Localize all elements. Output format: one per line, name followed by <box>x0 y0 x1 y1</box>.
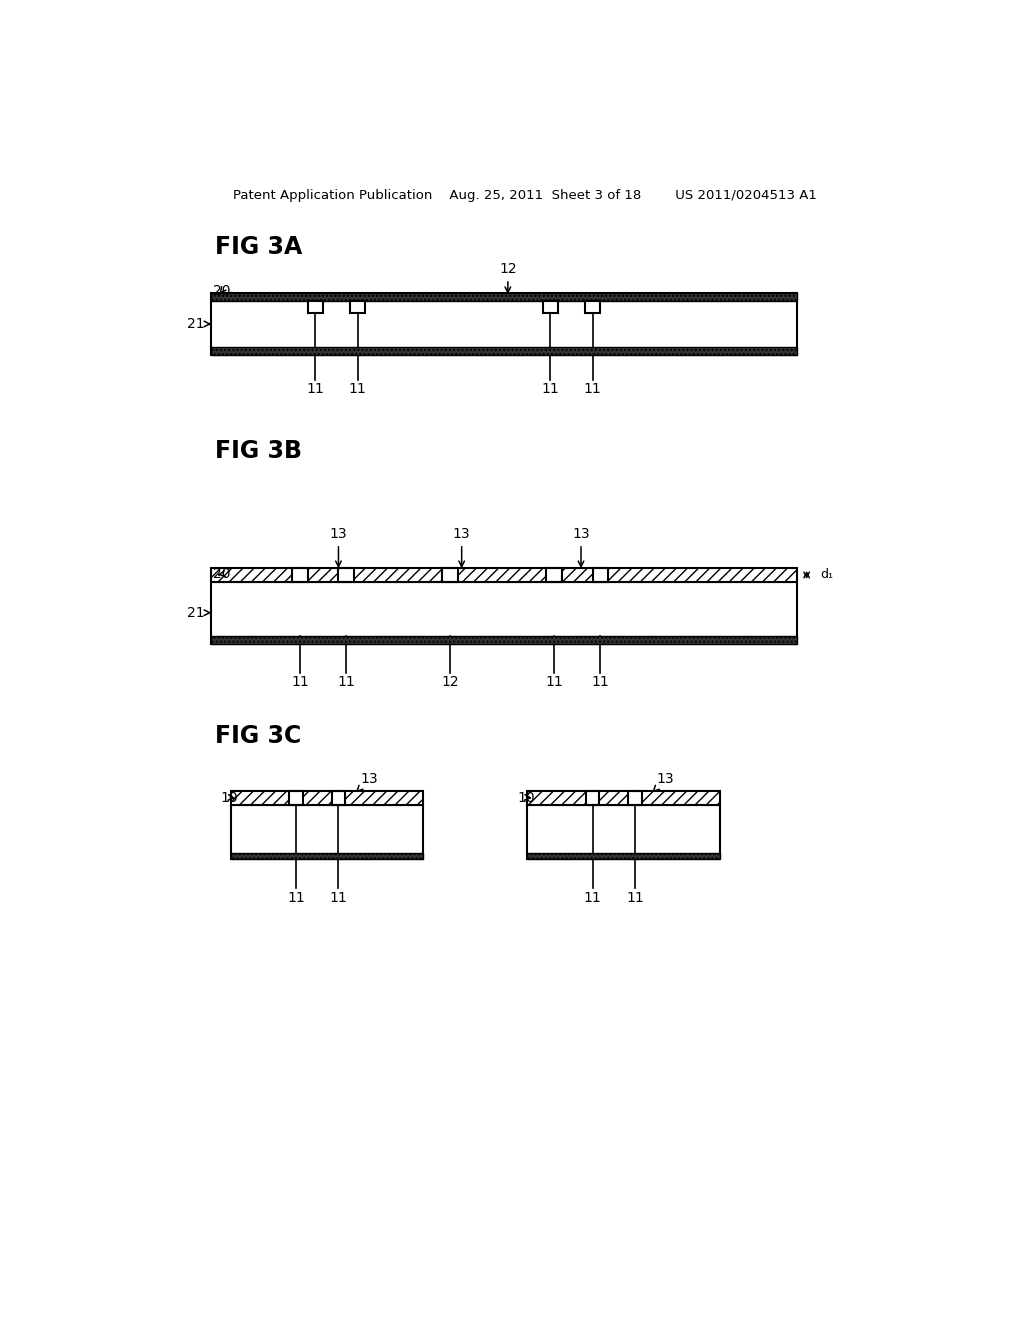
Text: FIG 3B: FIG 3B <box>215 440 302 463</box>
Text: FIG 3C: FIG 3C <box>215 723 301 748</box>
Bar <box>339 568 354 582</box>
Text: Patent Application Publication    Aug. 25, 2011  Sheet 3 of 18        US 2011/02: Patent Application Publication Aug. 25, … <box>232 189 817 202</box>
Bar <box>332 792 345 805</box>
Bar <box>442 568 458 582</box>
Bar <box>562 568 593 582</box>
Bar <box>211 568 797 582</box>
Bar <box>547 568 562 582</box>
Text: 13: 13 <box>572 527 590 566</box>
Text: 12: 12 <box>441 675 459 689</box>
Text: 13: 13 <box>653 772 675 791</box>
Text: 11: 11 <box>288 891 305 904</box>
Text: 11: 11 <box>592 675 609 689</box>
Text: 20: 20 <box>213 568 230 581</box>
Bar <box>211 293 797 355</box>
Text: 11: 11 <box>542 383 559 396</box>
Text: 13: 13 <box>330 527 347 566</box>
Bar <box>211 568 292 582</box>
Text: 12: 12 <box>499 263 517 293</box>
Bar <box>211 636 797 644</box>
Text: 13: 13 <box>453 527 470 566</box>
Bar <box>527 792 720 805</box>
Text: 11: 11 <box>291 675 309 689</box>
Bar <box>230 792 289 805</box>
Bar <box>458 568 547 582</box>
Text: 13: 13 <box>357 772 378 791</box>
Bar <box>230 805 423 859</box>
Text: 10: 10 <box>517 791 535 804</box>
Text: 21: 21 <box>186 606 210 619</box>
Bar <box>608 568 797 582</box>
Bar <box>527 792 586 805</box>
Bar <box>303 792 332 805</box>
Bar <box>585 301 600 313</box>
Text: 20: 20 <box>213 284 230 298</box>
Text: 11: 11 <box>337 675 355 689</box>
Bar <box>350 301 366 313</box>
Bar <box>543 301 558 313</box>
Bar <box>292 568 307 582</box>
Text: 11: 11 <box>330 891 347 904</box>
Text: 11: 11 <box>584 383 601 396</box>
Text: 11: 11 <box>349 383 367 396</box>
Text: FIG 3A: FIG 3A <box>215 235 302 259</box>
Bar <box>307 568 339 582</box>
Text: 21: 21 <box>186 317 210 331</box>
Bar <box>642 792 720 805</box>
Text: 11: 11 <box>306 383 325 396</box>
Text: 11: 11 <box>626 891 644 904</box>
Text: 11: 11 <box>545 675 563 689</box>
Bar <box>527 853 720 859</box>
Bar <box>586 792 599 805</box>
Bar <box>211 582 797 644</box>
Text: 10: 10 <box>221 791 239 804</box>
Bar <box>211 347 797 355</box>
Bar <box>307 301 323 313</box>
Bar <box>527 805 720 859</box>
Bar <box>230 792 423 805</box>
Bar <box>599 792 628 805</box>
Bar <box>345 792 423 805</box>
Bar <box>593 568 608 582</box>
Bar <box>230 853 423 859</box>
Bar <box>289 792 303 805</box>
Text: d₁: d₁ <box>820 569 834 582</box>
Bar <box>211 293 797 301</box>
Bar <box>628 792 642 805</box>
Text: 11: 11 <box>584 891 601 904</box>
Bar <box>354 568 442 582</box>
